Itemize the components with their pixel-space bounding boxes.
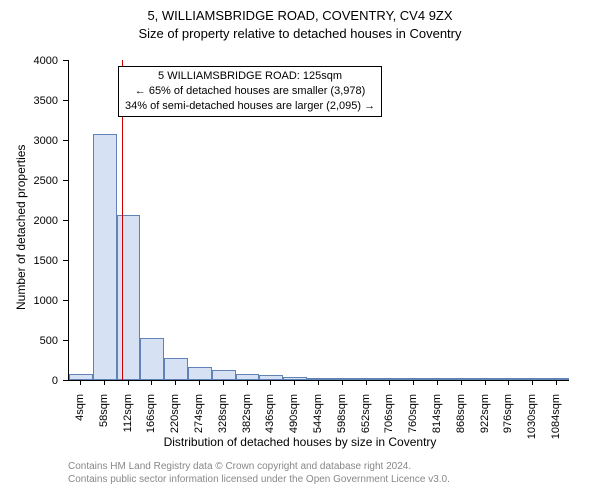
x-tick-mark <box>128 380 129 385</box>
histogram-bar <box>140 338 164 380</box>
x-tick-mark <box>508 380 509 385</box>
copyright: Contains HM Land Registry data © Crown c… <box>68 460 450 486</box>
x-tick-mark <box>366 380 367 385</box>
y-tick-mark <box>63 260 68 261</box>
copyright-line-1: Contains HM Land Registry data © Crown c… <box>68 460 450 473</box>
chart-title-line2: Size of property relative to detached ho… <box>0 26 600 41</box>
histogram-bar <box>212 370 236 380</box>
x-tick-mark <box>389 380 390 385</box>
y-tick-label: 2000 <box>0 215 58 227</box>
info-line-1: 5 WILLIAMSBRIDGE ROAD: 125sqm <box>125 69 375 84</box>
y-tick-label: 500 <box>0 335 58 347</box>
y-tick-mark <box>63 100 68 101</box>
x-tick-mark <box>485 380 486 385</box>
y-tick-mark <box>63 380 68 381</box>
x-tick-mark <box>151 380 152 385</box>
y-tick-mark <box>63 340 68 341</box>
x-tick-mark <box>461 380 462 385</box>
histogram-bar <box>188 367 212 380</box>
copyright-line-2: Contains public sector information licen… <box>68 473 450 486</box>
x-tick-mark <box>342 380 343 385</box>
y-tick-mark <box>63 60 68 61</box>
histogram-bar <box>93 134 117 380</box>
x-tick-mark <box>437 380 438 385</box>
x-tick-mark <box>270 380 271 385</box>
y-tick-label: 4000 <box>0 55 58 67</box>
info-line-3: 34% of semi-detached houses are larger (… <box>125 99 375 114</box>
x-tick-mark <box>556 380 557 385</box>
x-tick-mark <box>294 380 295 385</box>
y-tick-mark <box>63 140 68 141</box>
y-tick-mark <box>63 300 68 301</box>
y-tick-label: 1000 <box>0 295 58 307</box>
histogram-bar <box>69 374 93 380</box>
x-tick-mark <box>532 380 533 385</box>
y-tick-label: 1500 <box>0 255 58 267</box>
y-tick-mark <box>63 180 68 181</box>
x-tick-mark <box>175 380 176 385</box>
histogram-bar <box>164 358 188 380</box>
y-tick-label: 3000 <box>0 135 58 147</box>
x-tick-mark <box>104 380 105 385</box>
info-box: 5 WILLIAMSBRIDGE ROAD: 125sqm ← 65% of d… <box>118 66 382 117</box>
y-axis-label: Number of detached properties <box>14 145 28 310</box>
x-tick-mark <box>413 380 414 385</box>
y-tick-label: 3500 <box>0 95 58 107</box>
y-tick-mark <box>63 220 68 221</box>
y-tick-label: 2500 <box>0 175 58 187</box>
y-tick-label: 0 <box>0 375 58 387</box>
x-tick-mark <box>247 380 248 385</box>
info-line-2: ← 65% of detached houses are smaller (3,… <box>125 84 375 99</box>
x-tick-mark <box>80 380 81 385</box>
histogram-bar <box>117 215 141 380</box>
x-tick-mark <box>199 380 200 385</box>
chart-title-line1: 5, WILLIAMSBRIDGE ROAD, COVENTRY, CV4 9Z… <box>0 8 600 23</box>
x-axis-label: Distribution of detached houses by size … <box>0 435 600 449</box>
x-tick-mark <box>318 380 319 385</box>
x-tick-mark <box>223 380 224 385</box>
